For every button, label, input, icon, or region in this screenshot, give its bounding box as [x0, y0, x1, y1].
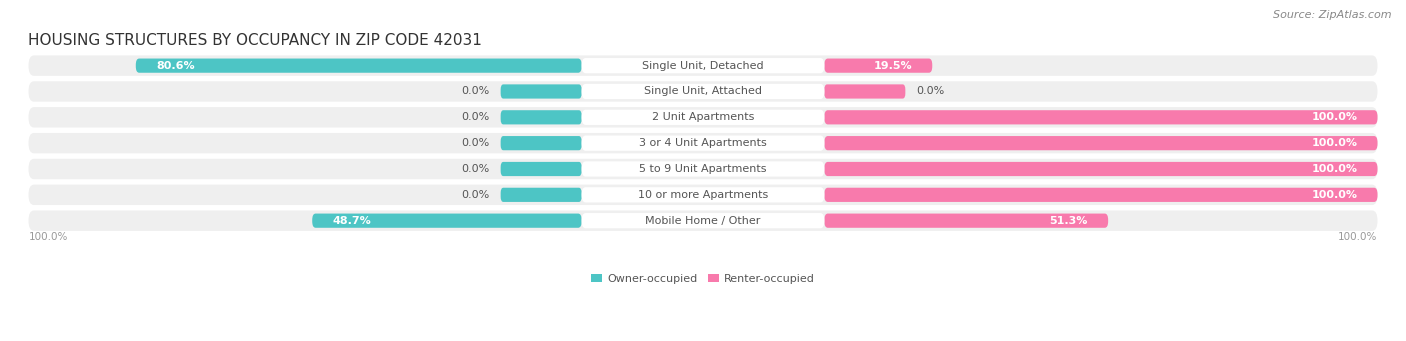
FancyBboxPatch shape — [824, 84, 905, 99]
Text: 0.0%: 0.0% — [461, 138, 489, 148]
FancyBboxPatch shape — [582, 84, 824, 99]
FancyBboxPatch shape — [28, 159, 1378, 179]
FancyBboxPatch shape — [28, 133, 1378, 153]
Text: 2 Unit Apartments: 2 Unit Apartments — [652, 112, 754, 122]
Text: 0.0%: 0.0% — [461, 87, 489, 97]
Text: HOUSING STRUCTURES BY OCCUPANCY IN ZIP CODE 42031: HOUSING STRUCTURES BY OCCUPANCY IN ZIP C… — [28, 32, 482, 47]
FancyBboxPatch shape — [312, 213, 582, 228]
FancyBboxPatch shape — [501, 188, 582, 202]
Text: 0.0%: 0.0% — [917, 87, 945, 97]
FancyBboxPatch shape — [28, 81, 1378, 102]
Text: 100.0%: 100.0% — [1312, 112, 1357, 122]
Text: Single Unit, Detached: Single Unit, Detached — [643, 61, 763, 71]
Legend: Owner-occupied, Renter-occupied: Owner-occupied, Renter-occupied — [586, 269, 820, 288]
FancyBboxPatch shape — [582, 161, 824, 177]
FancyBboxPatch shape — [824, 162, 1378, 176]
FancyBboxPatch shape — [582, 110, 824, 125]
FancyBboxPatch shape — [501, 84, 582, 99]
FancyBboxPatch shape — [582, 213, 824, 228]
FancyBboxPatch shape — [824, 188, 1378, 202]
Text: 100.0%: 100.0% — [1312, 164, 1357, 174]
FancyBboxPatch shape — [28, 184, 1378, 205]
FancyBboxPatch shape — [28, 210, 1378, 231]
Text: 100.0%: 100.0% — [1312, 190, 1357, 200]
Text: Single Unit, Attached: Single Unit, Attached — [644, 87, 762, 97]
Text: 0.0%: 0.0% — [461, 190, 489, 200]
Text: 48.7%: 48.7% — [332, 216, 371, 226]
Text: Source: ZipAtlas.com: Source: ZipAtlas.com — [1274, 10, 1392, 20]
Text: 19.5%: 19.5% — [873, 61, 912, 71]
FancyBboxPatch shape — [28, 56, 1378, 76]
FancyBboxPatch shape — [501, 162, 582, 176]
Text: 100.0%: 100.0% — [1339, 233, 1378, 242]
Text: 0.0%: 0.0% — [461, 112, 489, 122]
FancyBboxPatch shape — [28, 107, 1378, 128]
FancyBboxPatch shape — [136, 59, 582, 73]
Text: 3 or 4 Unit Apartments: 3 or 4 Unit Apartments — [640, 138, 766, 148]
Text: 100.0%: 100.0% — [1312, 138, 1357, 148]
Text: 5 to 9 Unit Apartments: 5 to 9 Unit Apartments — [640, 164, 766, 174]
Text: Mobile Home / Other: Mobile Home / Other — [645, 216, 761, 226]
FancyBboxPatch shape — [824, 110, 1378, 124]
Text: 0.0%: 0.0% — [461, 164, 489, 174]
FancyBboxPatch shape — [824, 136, 1378, 150]
FancyBboxPatch shape — [582, 187, 824, 203]
Text: 51.3%: 51.3% — [1049, 216, 1088, 226]
Text: 80.6%: 80.6% — [156, 61, 194, 71]
FancyBboxPatch shape — [824, 59, 932, 73]
Text: 100.0%: 100.0% — [28, 233, 67, 242]
Text: 10 or more Apartments: 10 or more Apartments — [638, 190, 768, 200]
FancyBboxPatch shape — [824, 213, 1108, 228]
FancyBboxPatch shape — [501, 110, 582, 124]
FancyBboxPatch shape — [582, 58, 824, 73]
FancyBboxPatch shape — [582, 135, 824, 151]
FancyBboxPatch shape — [501, 136, 582, 150]
